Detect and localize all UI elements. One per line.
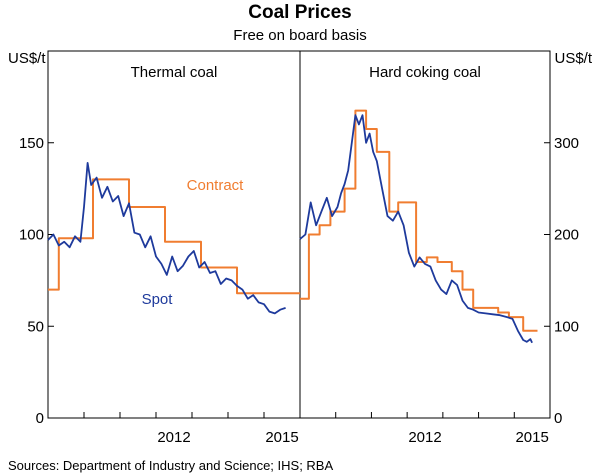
y-tick-label-left: 100 — [19, 227, 44, 244]
x-tick-label: 2015 — [515, 429, 548, 446]
x-tick-label: 2012 — [408, 429, 441, 446]
chart-subtitle: Free on board basis — [233, 27, 366, 44]
spot-series-label: Spot — [142, 291, 174, 308]
spot-line-coking — [299, 114, 533, 344]
plot-frame — [47, 50, 551, 419]
y-tick-label-left: 0 — [36, 410, 44, 427]
x-tick-label: 2012 — [157, 429, 190, 446]
axes-layer: 0 50 100 150 2012 2015 0 100 200 300 2012 2015 — [19, 50, 579, 446]
contract-line-coking — [300, 109, 538, 332]
right-axis-unit: US$/t — [554, 50, 592, 67]
y-tick-label-left: 50 — [27, 318, 44, 335]
source-note: Sources: Department of Industry and Scie… — [8, 458, 333, 473]
y-tick-label-left: 150 — [19, 135, 44, 152]
left-axis-unit: US$/t — [8, 50, 46, 67]
spot-line-thermal — [47, 162, 286, 315]
y-tick-label-right: 100 — [554, 318, 579, 335]
y-tick-label-right: 300 — [554, 135, 579, 152]
contract-series-label: Contract — [187, 177, 245, 194]
y-tick-label-right: 0 — [554, 410, 562, 427]
thermal-coal-panel-title: Thermal coal — [131, 64, 218, 81]
series-layer — [47, 109, 538, 344]
chart-title: Coal Prices — [248, 2, 352, 23]
contract-line-thermal — [48, 178, 300, 295]
x-tick-label: 2015 — [265, 429, 298, 446]
hard-coking-coal-panel-title: Hard coking coal — [369, 64, 481, 81]
y-tick-label-right: 200 — [554, 227, 579, 244]
